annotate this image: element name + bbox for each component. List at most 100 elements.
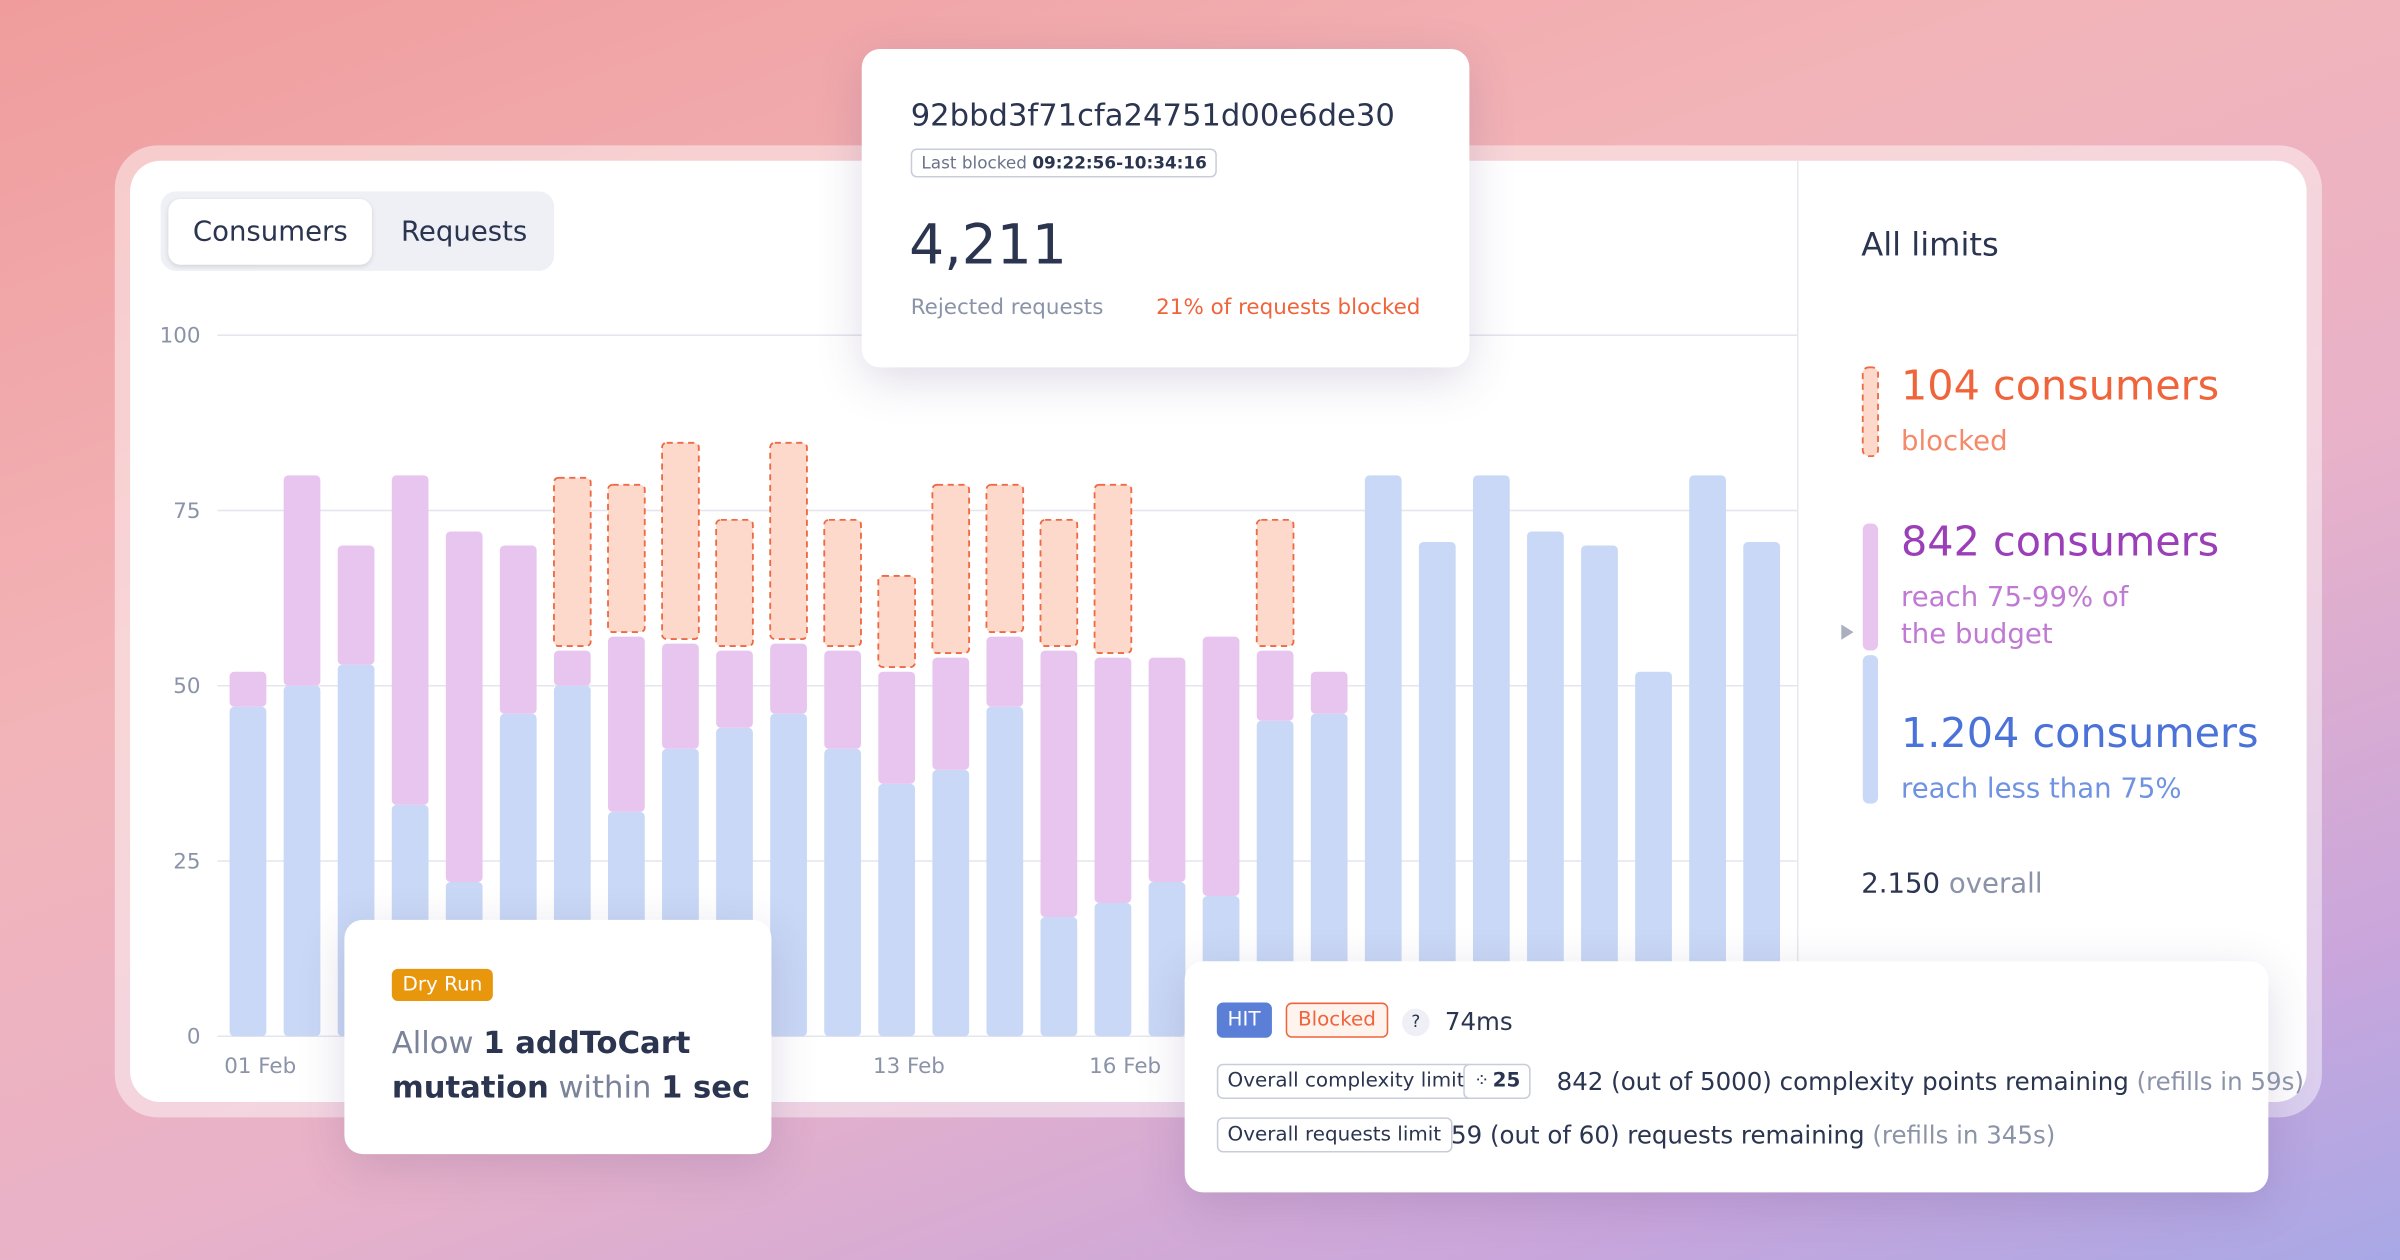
refill: (refills in 345s) [1872,1120,2056,1150]
limit-name: Overall complexity limit [1216,1063,1476,1099]
y-tick-label: 100 [160,324,201,349]
cost-value: 25 [1492,1069,1521,1093]
bar-segment [1202,636,1240,897]
bar-segment [986,636,1024,707]
bar-segment [1635,671,1672,1037]
remaining: 842 (out of 5000) complexity points rema… [1556,1066,2129,1096]
bar-segment [1527,531,1564,1037]
bar-segment [932,769,970,1037]
bar-segment [986,706,1024,1037]
bar-segment [661,441,700,640]
bar-segment [1040,650,1078,918]
bar-segment [878,671,916,784]
bar-segment [229,671,267,707]
rejected-count: 4,211 [909,214,1067,278]
tooltip-id: 92bbd3f71cfa24751d00e6de30 [910,96,1395,134]
bar-segment [1689,475,1726,1037]
tab[interactable]: Consumers [168,198,373,265]
bar-segment [608,636,645,812]
bar-segment [769,441,808,640]
bar-segment [878,783,916,1037]
summary-value: 104 consumers [1901,362,2220,411]
tab-bar: Consumers Requests [160,191,555,271]
bar-segment [1364,475,1402,1037]
refill: (refills in 59s) [2136,1066,2304,1096]
x-tick-label: 16 Feb [1089,1054,1161,1079]
bar-segment [932,657,970,770]
bar-segment [1093,483,1133,654]
limit-name: Overall requests limit [1216,1117,1452,1153]
legend-swatch [1862,655,1879,804]
limit-status: 842 (out of 5000) complexity points rema… [1557,1067,2304,1096]
bar-segment [770,643,807,714]
summary-value: 1.204 consumers [1901,710,2259,758]
bar-segment [607,483,646,633]
bar-segment [662,643,699,749]
rule-term: mutation [391,1068,549,1106]
bar-segment [1310,713,1348,1037]
bar-segment [985,483,1025,633]
bar-segment [1743,542,1781,1037]
y-tick-label: 0 [187,1025,201,1050]
bar-segment [391,475,429,805]
rule-word: Allow [391,1023,474,1061]
blocked-badge: Blocked [1285,1002,1389,1038]
bar-segment [229,706,267,1037]
divider [1796,160,1799,965]
summary-title: All limits [1861,226,1999,264]
bar-segment [1418,542,1456,1037]
summary-total: 2.150 overall [1861,868,2042,900]
summary-label: reach less than 75% [1901,772,2182,806]
summary-label: blocked [1901,425,2008,458]
hit-badge: HIT [1216,1002,1272,1038]
latency: 74ms [1444,1007,1513,1037]
rule-term: 1 sec [661,1068,751,1106]
x-tick-label: 13 Feb [873,1054,945,1079]
bar-segment [283,475,321,686]
bar-segment [1581,545,1618,1037]
blocked-share: 21% of requests blocked [1156,295,1421,320]
dots-icon: ⁘ [1473,1069,1489,1092]
complexity-cost: ⁘ 25 [1463,1063,1532,1099]
bar-segment [1094,657,1132,904]
last-blocked-badge: Last blocked 09:22:56-10:34:16 [910,148,1218,178]
total-label: overall [1948,867,2043,900]
bar-segment [553,650,591,686]
legend-swatch [1862,523,1879,651]
summary-label: reach 75-99% of the budget [1901,581,2129,651]
bar-segment [1256,650,1294,721]
bar-segment [1255,518,1295,647]
dry-run-card: Dry Run Allow 1 addToCart mutation withi… [344,919,772,1155]
rule-term: 1 addToCart [483,1023,691,1061]
x-tick-label: 01 Feb [224,1054,296,1079]
bar-segment [1472,475,1510,1037]
bar-segment [931,483,971,654]
bar-segment [283,685,321,1037]
bar-segment [1039,518,1079,647]
bar-segment [553,476,592,647]
summary-value: 842 consumers [1901,518,2220,567]
y-tick-label: 75 [173,499,200,524]
pointer [1841,624,1854,640]
y-tick-label: 25 [173,849,200,874]
bar-segment [1310,671,1348,714]
help-icon[interactable]: ? [1402,1008,1430,1037]
bar-segment [877,575,916,669]
remaining: 59 (out of 60) requests remaining [1451,1120,1865,1150]
bar-segment [824,748,861,1037]
tab[interactable]: Requests [401,215,528,248]
bar-segment [445,531,483,882]
bar-segment [823,518,862,647]
tooltip-card: 92bbd3f71cfa24751d00e6de30 Last blocked … [861,48,1470,368]
bar-segment [499,545,537,714]
dry-run-badge: Dry Run [391,968,494,1002]
bar-segment [770,713,807,1037]
bar-segment [824,650,861,749]
badge-label: Last blocked [921,153,1027,173]
bar-segment [715,518,754,647]
limit-status: 59 (out of 60) requests remaining (refil… [1451,1120,2055,1149]
bar-segment [716,650,753,728]
bar-segment [1256,720,1294,1037]
rule-text: Allow 1 addToCart mutation within 1 sec [392,1021,750,1110]
